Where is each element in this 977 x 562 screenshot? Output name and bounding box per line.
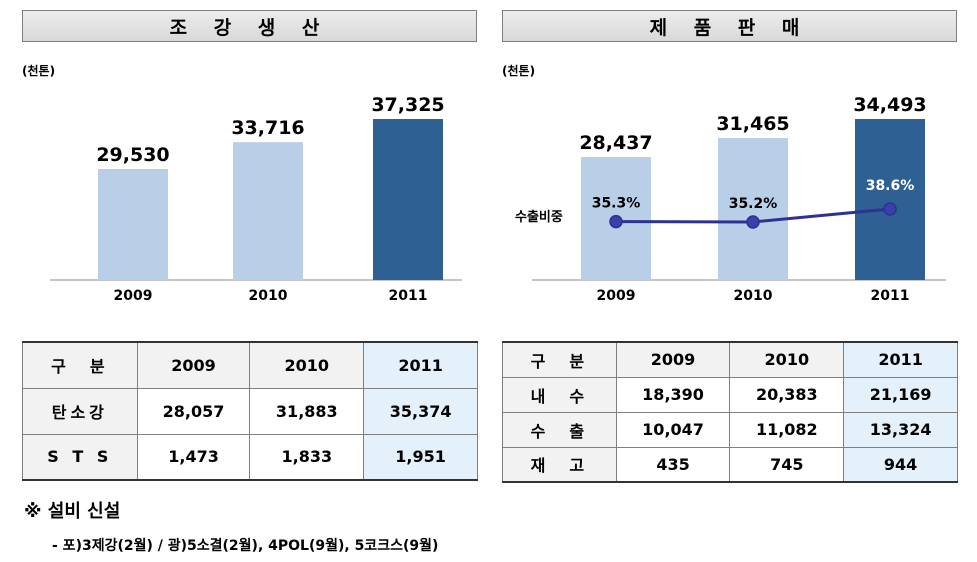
table-row-header: S T S	[22, 433, 138, 481]
bar-2009	[98, 169, 168, 280]
table-cell: 28,057	[136, 387, 251, 435]
x-tick-label-2010: 2010	[734, 288, 773, 304]
data-label-2009: 28,437	[579, 132, 652, 154]
table-cell: 944	[843, 446, 958, 483]
x-tick-label-2009: 2009	[114, 288, 153, 304]
table-header-row: 구 분 2009 2010 2011	[22, 341, 478, 389]
table-cell: 31,883	[249, 387, 365, 435]
table-header-cell: 2010	[249, 341, 365, 389]
export-share-label-2011: 38.6%	[866, 178, 915, 194]
export-share-label-2010: 35.2%	[729, 196, 778, 212]
bar-2011	[855, 119, 925, 280]
table-cell: 1,833	[249, 433, 365, 481]
export-share-point-2009	[609, 214, 623, 229]
table-cell: 21,169	[843, 376, 958, 413]
table-row: S T S 1,473 1,833 1,951	[22, 433, 478, 481]
table-row: 탄소강 28,057 31,883 35,374	[22, 387, 478, 435]
table-header-cell: 2010	[729, 341, 845, 378]
steel-production-chart: 29,530 2009 33,716 2010 37,325 2011 28,437 200…	[50, 94, 946, 304]
table-cell: 10,047	[615, 411, 731, 448]
table-cell: 1,951	[363, 433, 478, 481]
x-tick-label-2011: 2011	[389, 288, 428, 304]
table-row-header: 재 고	[502, 446, 617, 483]
bar-2011	[373, 119, 443, 280]
export-share-series-label: 수출비중	[515, 209, 563, 225]
table-row-header: 탄소강	[22, 387, 138, 435]
data-label-2011: 34,493	[853, 94, 926, 116]
facility-note-line: - 포)3제강(2월) / 광)5소결(2월), 4POL(9월), 5코크스(…	[52, 538, 439, 554]
data-label-2009: 29,530	[96, 144, 169, 166]
x-tick-label-2010: 2010	[249, 288, 288, 304]
table-header-cell: 구 분	[502, 341, 617, 378]
table-cell: 20,383	[729, 376, 845, 413]
data-label-2010: 31,465	[716, 113, 789, 135]
steel-production-title: 조 강 생 산	[22, 10, 477, 42]
table-header-cell: 구 분	[22, 341, 138, 389]
x-tick-label-2009: 2009	[597, 288, 636, 304]
table-cell: 35,374	[363, 387, 478, 435]
right-unit-label: (천톤)	[502, 64, 536, 78]
table-header-row: 구 분 2009 2010 2011	[502, 341, 958, 378]
table-cell: 18,390	[615, 376, 731, 413]
table-header-cell: 2011	[363, 341, 478, 389]
bar-2010	[233, 142, 303, 280]
table-header-cell: 2009	[615, 341, 731, 378]
table-row: 내 수 18,390 20,383 21,169	[502, 376, 958, 413]
steel-production-table: 구 분 2009 2010 2011 탄소강 28,057 31,883 35,…	[22, 341, 478, 481]
data-label-2011: 37,325	[371, 94, 444, 116]
left-unit-label: (천톤)	[22, 64, 56, 78]
export-share-label-2009: 35.3%	[592, 196, 641, 212]
left-chart-marks: 29,530 2009 33,716 2010 37,325 2011	[50, 94, 462, 304]
x-tick-label-2011: 2011	[871, 288, 910, 304]
product-sales-table: 구 분 2009 2010 2011 내 수 18,390 20,383 21,…	[502, 341, 958, 483]
export-share-point-2010	[746, 215, 760, 229]
product-sales-title: 제 품 판 매	[502, 10, 957, 42]
bar-2010	[718, 138, 788, 280]
export-share-point-2011	[883, 202, 897, 216]
table-cell: 435	[615, 446, 731, 483]
table-cell: 1,473	[136, 433, 251, 481]
table-header-cell: 2009	[136, 341, 251, 389]
data-label-2010: 33,716	[231, 117, 304, 139]
table-row: 수 출 10,047 11,082 13,324	[502, 411, 958, 448]
table-row-header: 수 출	[502, 411, 617, 448]
right-chart-marks: 28,437 2009 31,465 2010 34,493 2011 35.3% 35.2%…	[515, 94, 946, 304]
table-row: 재 고 435 745 944	[502, 446, 958, 483]
table-cell: 11,082	[729, 411, 845, 448]
table-row-header: 내 수	[502, 376, 617, 413]
table-cell: 13,324	[843, 411, 958, 448]
table-cell: 745	[729, 446, 845, 483]
table-header-cell: 2011	[843, 341, 958, 378]
facility-note-title: ※ 설비 신설	[24, 501, 121, 522]
